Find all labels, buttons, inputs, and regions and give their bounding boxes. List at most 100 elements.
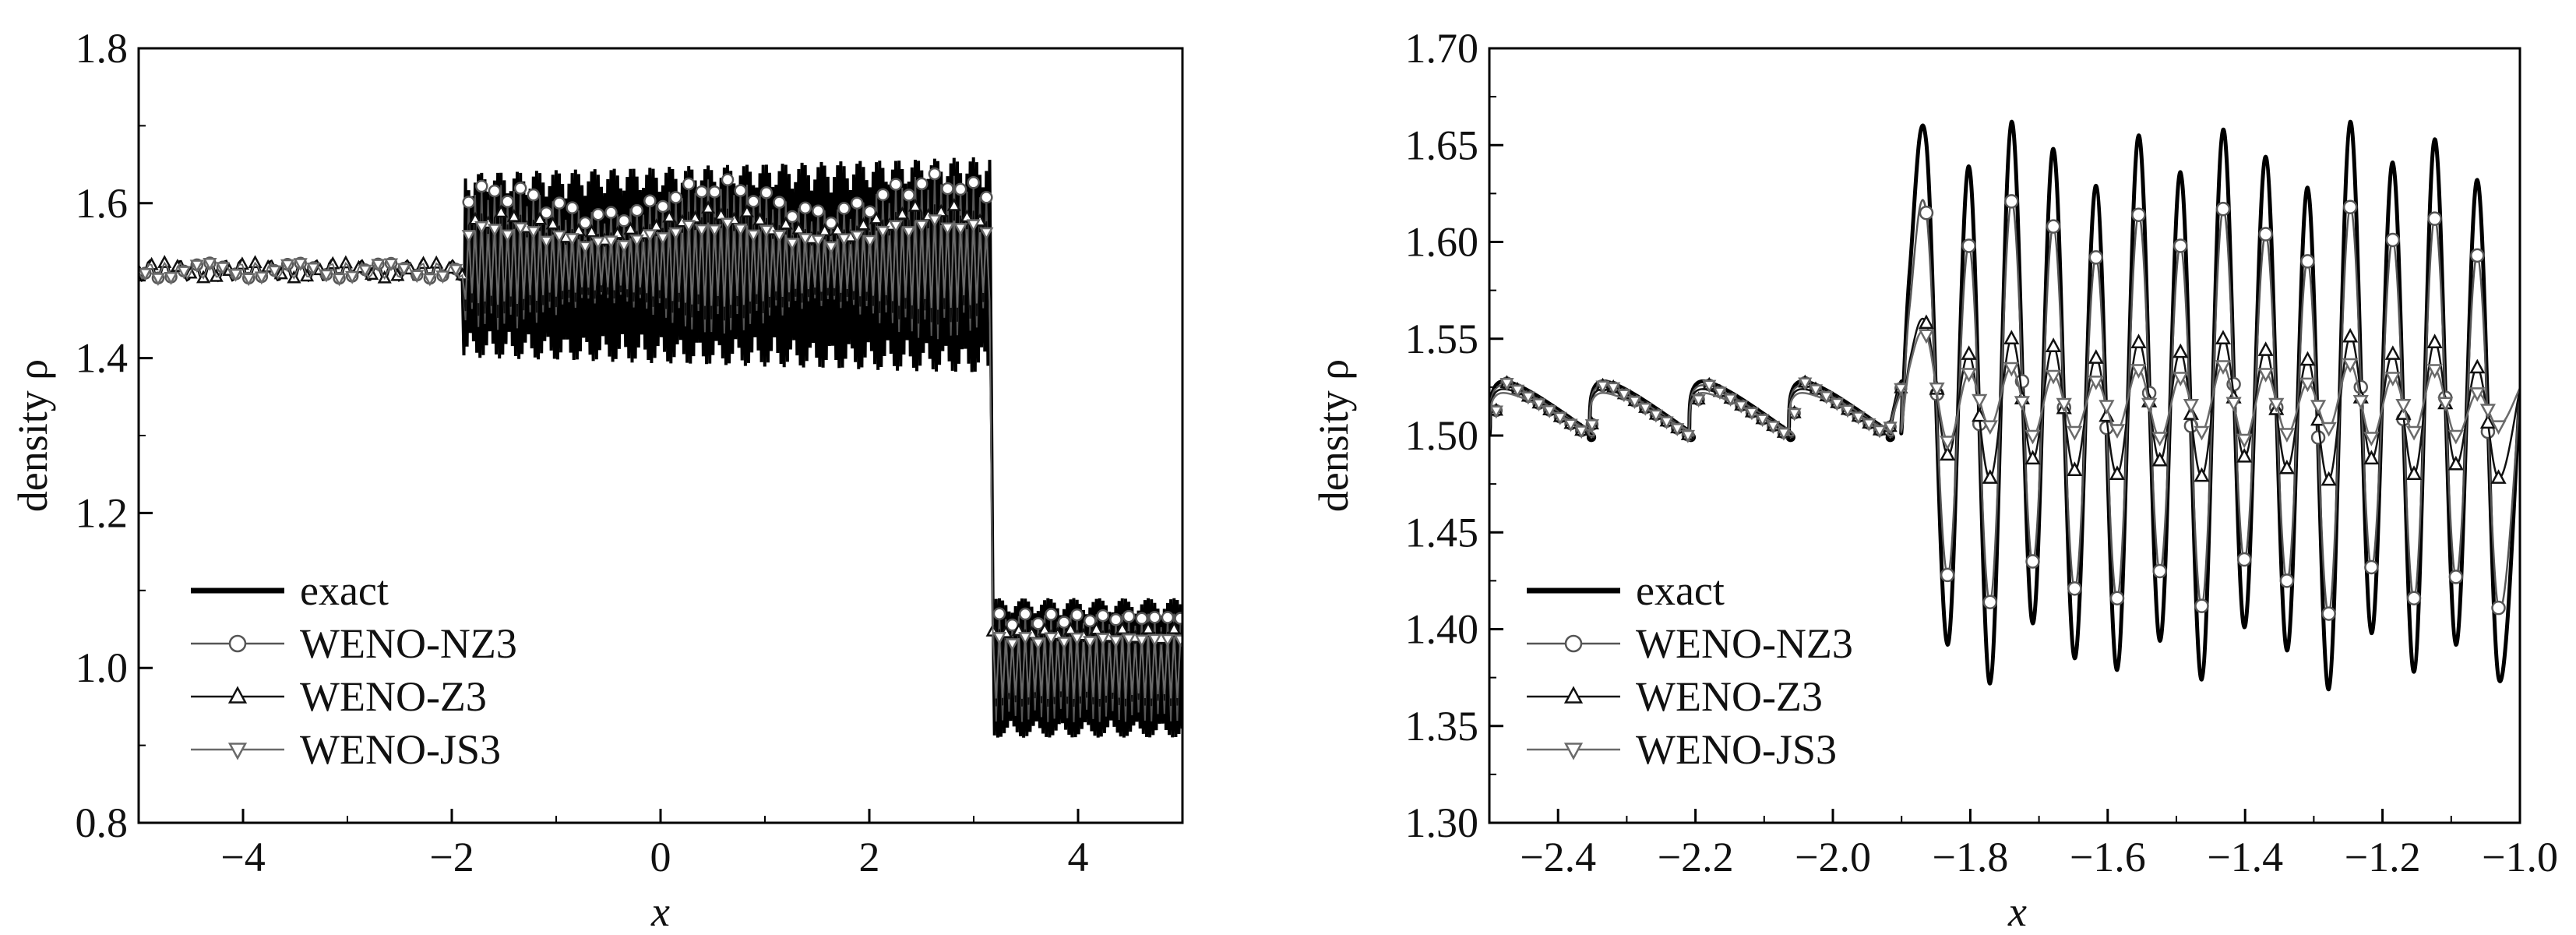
left-marker-weno-js3 — [422, 273, 437, 287]
left-x-tick-label: 2 — [859, 834, 880, 880]
left-marker-weno-nz3 — [759, 186, 774, 199]
right-marker-weno-z3 — [2025, 450, 2041, 465]
left-x-tick-label: 4 — [1068, 834, 1089, 880]
left-marker-weno-nz3 — [669, 191, 682, 204]
left-chart-panel: −4 −2 0 2 4 0.8 1.0 1.2 1.4 1.6 1.8 x density ρ ex… — [9, 25, 1184, 935]
left-marker-weno-z3 — [1140, 621, 1156, 635]
left-marker-weno-nz3 — [1161, 611, 1175, 624]
left-legend-label: exact — [300, 567, 389, 614]
right-marker-weno-z3 — [2363, 450, 2380, 465]
right-marker-weno-z3 — [1961, 345, 1977, 360]
left-marker-weno-z3 — [688, 210, 703, 224]
left-marker-weno-js3 — [539, 235, 554, 249]
left-marker-weno-z3 — [752, 212, 767, 226]
right-marker-weno-js3 — [2183, 398, 2199, 414]
right-marker-weno-js3 — [2236, 433, 2253, 449]
left-marker-weno-z3 — [649, 218, 664, 232]
right-marker-weno-js3 — [2437, 397, 2454, 412]
right-legend-label: WENO-JS3 — [1636, 726, 1837, 773]
right-y-tick-label: 1.55 — [1405, 316, 1479, 362]
left-marker-weno-z3 — [610, 225, 625, 239]
right-marker-weno-js3 — [2014, 396, 2031, 411]
left-marker-weno-nz3 — [643, 194, 657, 207]
left-marker-weno-js3 — [837, 233, 851, 247]
right-marker-weno-nz3 — [2300, 254, 2315, 269]
left-marker-weno-js3 — [189, 259, 204, 273]
right-marker-weno-js3 — [1670, 423, 1685, 437]
right-marker-weno-js3 — [1744, 407, 1760, 421]
right-marker-weno-js3 — [1702, 379, 1717, 393]
left-marker-weno-js3 — [267, 265, 282, 279]
right-marker-weno-js3 — [2299, 377, 2316, 393]
left-marker-weno-js3 — [150, 273, 166, 287]
right-marker-weno-js3 — [1982, 420, 1998, 436]
right-marker-weno-js3 — [1691, 394, 1706, 408]
right-marker-weno-js3 — [1616, 389, 1631, 403]
left-marker-weno-js3 — [811, 235, 826, 249]
left-marker-weno-js3 — [746, 229, 761, 243]
left-marker-weno-nz3 — [566, 201, 579, 214]
left-legend-marker — [228, 634, 247, 653]
right-marker-weno-js3 — [2352, 395, 2369, 410]
left-marker-weno-nz3 — [604, 206, 618, 219]
left-legend-label: WENO-NZ3 — [300, 620, 517, 667]
right-marker-weno-nz3 — [2491, 600, 2506, 616]
right-marker-weno-js3 — [1808, 384, 1824, 398]
left-marker-weno-js3 — [772, 230, 787, 244]
left-marker-weno-z3 — [895, 206, 910, 220]
right-x-tick-label: −1.2 — [2345, 834, 2421, 880]
left-y-axis-title: density ρ — [9, 359, 56, 512]
left-marker-weno-nz3 — [552, 196, 566, 210]
left-marker-weno-nz3 — [488, 184, 502, 198]
left-marker-weno-js3 — [1147, 633, 1162, 647]
right-marker-weno-js3 — [2088, 376, 2104, 390]
right-marker-weno-js3 — [1521, 391, 1535, 405]
right-y-tick-label: 1.65 — [1405, 122, 1479, 168]
right-marker-weno-js3 — [2278, 428, 2295, 443]
left-x-tick-label: 0 — [650, 834, 671, 880]
right-marker-weno-js3 — [1734, 400, 1749, 414]
left-legend-marker — [227, 686, 248, 704]
left-marker-weno-js3 — [966, 219, 981, 233]
left-marker-weno-nz3 — [902, 189, 915, 202]
right-y-tick-label: 1.35 — [1405, 703, 1479, 750]
left-marker-weno-js3 — [241, 273, 256, 287]
right-marker-weno-z3 — [2405, 465, 2423, 480]
right-marker-weno-z3 — [2342, 327, 2359, 343]
right-marker-weno-nz3 — [2279, 573, 2295, 588]
right-marker-weno-z3 — [2426, 333, 2443, 348]
left-marker-weno-js3 — [215, 262, 231, 276]
left-marker-weno-js3 — [565, 233, 580, 246]
right-marker-weno-nz3 — [2173, 238, 2188, 253]
right-marker-weno-js3 — [2321, 422, 2337, 437]
right-marker-weno-js3 — [1542, 405, 1557, 418]
left-marker-weno-z3 — [494, 204, 509, 218]
left-marker-weno-z3 — [506, 209, 521, 222]
left-marker-weno-nz3 — [941, 182, 954, 196]
right-marker-weno-z3 — [2215, 330, 2232, 344]
left-marker-weno-js3 — [1134, 634, 1149, 648]
left-marker-weno-nz3 — [1045, 608, 1058, 621]
left-marker-weno-js3 — [668, 227, 683, 241]
right-marker-weno-js3 — [1872, 425, 1887, 439]
right-marker-weno-z3 — [2088, 349, 2104, 364]
left-marker-weno-nz3 — [682, 177, 696, 191]
right-axes: −2.4 −2.2 −2.0 −1.8 −1.6 −1.4 −1.2 −1.0 1.30 1.35… — [1405, 25, 2558, 880]
right-marker-weno-js3 — [1499, 378, 1514, 391]
left-x-axis-title: x — [650, 888, 670, 935]
right-marker-weno-js3 — [1918, 329, 1935, 344]
right-marker-weno-js3 — [1798, 377, 1813, 391]
left-marker-weno-js3 — [306, 262, 321, 276]
right-marker-weno-nz3 — [2427, 211, 2442, 226]
right-marker-weno-z3 — [2067, 461, 2083, 476]
left-marker-weno-z3 — [532, 211, 548, 225]
left-marker-weno-js3 — [604, 235, 618, 249]
left-y-tick-label: 1.6 — [76, 180, 129, 227]
left-marker-weno-nz3 — [630, 203, 643, 217]
left-marker-weno-js3 — [1108, 635, 1123, 649]
left-marker-weno-nz3 — [1057, 616, 1071, 629]
right-marker-weno-z3 — [2384, 345, 2401, 360]
right-marker-weno-nz3 — [2310, 430, 2326, 445]
left-marker-weno-nz3 — [617, 214, 631, 228]
right-marker-weno-js3 — [1894, 383, 1908, 397]
